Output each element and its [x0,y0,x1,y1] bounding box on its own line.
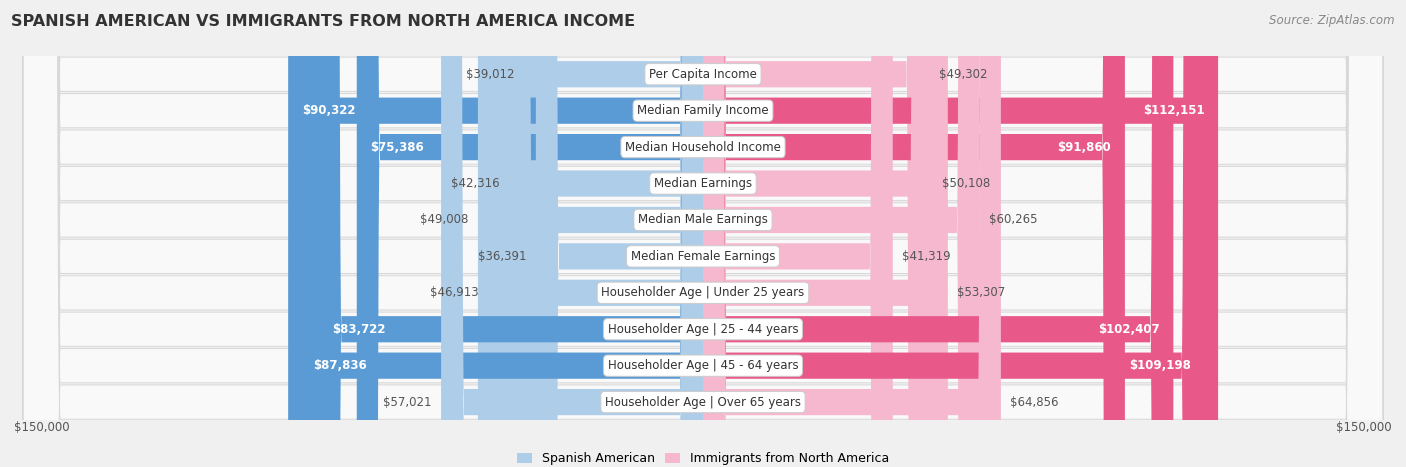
Text: $41,319: $41,319 [903,250,950,263]
FancyBboxPatch shape [488,0,703,467]
FancyBboxPatch shape [703,0,1218,467]
FancyBboxPatch shape [703,0,948,467]
FancyBboxPatch shape [24,0,1382,467]
FancyBboxPatch shape [524,0,703,467]
FancyBboxPatch shape [703,0,1125,467]
FancyBboxPatch shape [299,0,703,467]
Text: $112,151: $112,151 [1143,104,1205,117]
Text: Source: ZipAtlas.com: Source: ZipAtlas.com [1270,14,1395,27]
FancyBboxPatch shape [24,0,1382,467]
Text: $42,316: $42,316 [451,177,499,190]
Legend: Spanish American, Immigrants from North America: Spanish American, Immigrants from North … [517,452,889,465]
Text: SPANISH AMERICAN VS IMMIGRANTS FROM NORTH AMERICA INCOME: SPANISH AMERICAN VS IMMIGRANTS FROM NORT… [11,14,636,29]
Text: Householder Age | Over 65 years: Householder Age | Over 65 years [605,396,801,409]
Text: $53,307: $53,307 [957,286,1005,299]
Text: Median Male Earnings: Median Male Earnings [638,213,768,226]
Text: $150,000: $150,000 [1336,421,1392,434]
Text: $39,012: $39,012 [467,68,515,81]
FancyBboxPatch shape [357,0,703,467]
FancyBboxPatch shape [509,0,703,467]
Text: $50,108: $50,108 [942,177,991,190]
Text: $49,008: $49,008 [420,213,468,226]
Text: $60,265: $60,265 [988,213,1038,226]
FancyBboxPatch shape [24,0,1382,467]
Text: $87,836: $87,836 [314,359,367,372]
Text: Median Family Income: Median Family Income [637,104,769,117]
FancyBboxPatch shape [703,0,929,467]
FancyBboxPatch shape [288,0,703,467]
FancyBboxPatch shape [703,0,934,467]
Text: $46,913: $46,913 [430,286,478,299]
FancyBboxPatch shape [24,0,1382,467]
Text: Householder Age | Under 25 years: Householder Age | Under 25 years [602,286,804,299]
Text: $49,302: $49,302 [939,68,987,81]
Text: $91,860: $91,860 [1057,141,1111,154]
FancyBboxPatch shape [703,0,980,467]
FancyBboxPatch shape [24,0,1382,467]
Text: Median Earnings: Median Earnings [654,177,752,190]
Text: $36,391: $36,391 [478,250,527,263]
Text: $57,021: $57,021 [384,396,432,409]
Text: Median Household Income: Median Household Income [626,141,780,154]
Text: $150,000: $150,000 [14,421,70,434]
FancyBboxPatch shape [441,0,703,467]
FancyBboxPatch shape [24,0,1382,467]
FancyBboxPatch shape [703,0,1205,467]
FancyBboxPatch shape [478,0,703,467]
Text: $83,722: $83,722 [332,323,385,336]
Text: Householder Age | 45 - 64 years: Householder Age | 45 - 64 years [607,359,799,372]
FancyBboxPatch shape [703,0,1001,467]
Text: Median Female Earnings: Median Female Earnings [631,250,775,263]
Text: $75,386: $75,386 [371,141,425,154]
Text: Householder Age | 25 - 44 years: Householder Age | 25 - 44 years [607,323,799,336]
Text: $109,198: $109,198 [1129,359,1191,372]
FancyBboxPatch shape [703,0,893,467]
FancyBboxPatch shape [24,0,1382,467]
FancyBboxPatch shape [319,0,703,467]
FancyBboxPatch shape [536,0,703,467]
FancyBboxPatch shape [703,0,1174,467]
Text: Per Capita Income: Per Capita Income [650,68,756,81]
Text: $64,856: $64,856 [1010,396,1059,409]
Text: $102,407: $102,407 [1098,323,1160,336]
FancyBboxPatch shape [24,0,1382,467]
FancyBboxPatch shape [24,0,1382,467]
FancyBboxPatch shape [24,0,1382,467]
Text: $90,322: $90,322 [302,104,356,117]
